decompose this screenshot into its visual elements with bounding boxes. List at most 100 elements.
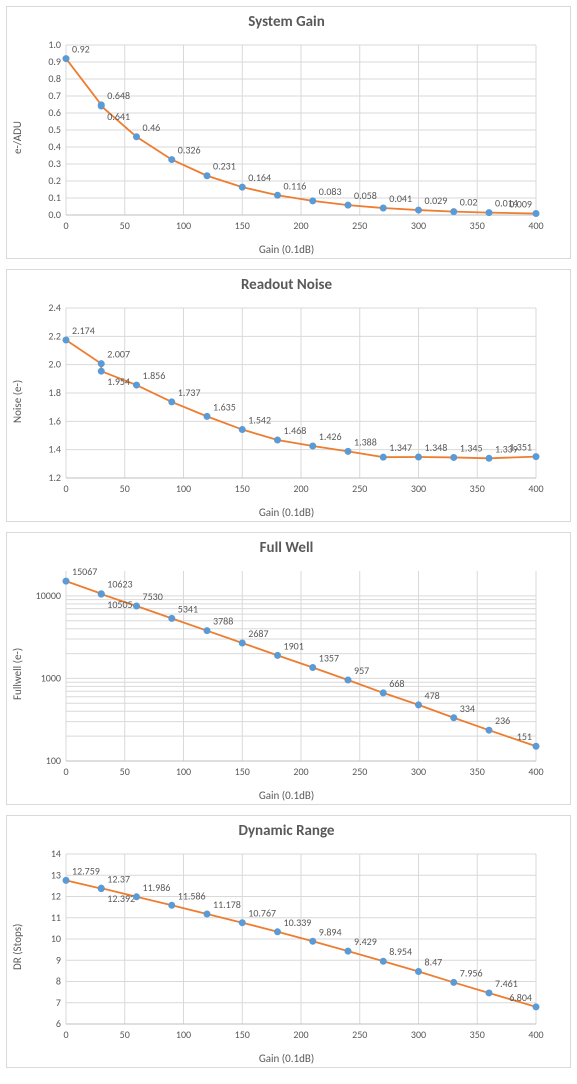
svg-text:0: 0: [63, 1028, 68, 1041]
data-point: [63, 578, 69, 584]
charts-container: System Gaine-/ADU0.00.10.20.30.40.50.60.…: [6, 6, 571, 1068]
data-label: 10505: [107, 598, 132, 611]
data-label: 10623: [107, 578, 132, 591]
svg-text:1.2: 1.2: [48, 471, 61, 484]
data-point: [486, 990, 492, 996]
svg-text:350: 350: [470, 765, 485, 778]
chart-title: Dynamic Range: [9, 822, 564, 840]
svg-text:0: 0: [63, 482, 68, 495]
data-point: [416, 702, 422, 708]
data-point: [275, 437, 281, 443]
data-point: [380, 690, 386, 696]
svg-text:350: 350: [470, 482, 485, 495]
data-label: 1.737: [178, 386, 201, 399]
svg-text:100: 100: [46, 754, 61, 767]
chart-title: Readout Noise: [9, 276, 564, 294]
data-point: [416, 207, 422, 213]
svg-text:0.2: 0.2: [48, 174, 61, 187]
data-label: 12.392: [107, 892, 135, 905]
data-point: [239, 184, 245, 190]
data-point: [204, 911, 210, 917]
svg-text:250: 250: [352, 482, 367, 495]
data-label: 151: [517, 730, 532, 743]
data-point: [310, 938, 316, 944]
data-label: 0.083: [319, 185, 342, 198]
svg-text:1.6: 1.6: [48, 414, 61, 427]
data-point: [275, 929, 281, 935]
data-point: [345, 677, 351, 683]
svg-text:200: 200: [293, 482, 308, 495]
data-label: 9.429: [354, 935, 377, 948]
y-axis-title: DR (Stops): [9, 844, 26, 1050]
data-point: [169, 615, 175, 621]
data-point: [98, 103, 104, 109]
svg-text:300: 300: [411, 219, 426, 232]
data-label: 0.041: [389, 192, 412, 205]
data-point: [204, 173, 210, 179]
data-point: [134, 382, 140, 388]
data-point: [416, 454, 422, 460]
data-label: 0.92: [72, 43, 90, 56]
svg-text:150: 150: [235, 219, 250, 232]
data-label: 2.007: [107, 348, 130, 361]
data-point: [380, 454, 386, 460]
svg-text:50: 50: [120, 765, 130, 778]
data-label: 1.954: [107, 375, 130, 388]
x-axis-title: Gain (0.1dB): [9, 243, 564, 256]
data-label: 1.348: [425, 441, 448, 454]
data-point: [169, 902, 175, 908]
data-label: 668: [389, 677, 404, 690]
data-point: [345, 202, 351, 208]
svg-text:1000: 1000: [41, 671, 61, 684]
svg-text:300: 300: [411, 765, 426, 778]
data-label: 12.37: [107, 873, 130, 886]
svg-text:300: 300: [411, 482, 426, 495]
data-label: 1.345: [460, 441, 483, 454]
svg-text:9: 9: [56, 953, 61, 966]
data-point: [416, 969, 422, 975]
data-label: 11.586: [178, 889, 206, 902]
svg-text:2.2: 2.2: [48, 329, 61, 342]
data-point: [204, 413, 210, 419]
data-point: [239, 427, 245, 433]
svg-text:11: 11: [51, 911, 61, 924]
data-label: 1.426: [319, 430, 342, 443]
y-axis-title: e-/ADU: [9, 35, 26, 241]
data-label: 1.468: [284, 424, 307, 437]
data-point: [239, 640, 245, 646]
data-point: [380, 205, 386, 211]
data-label: 0.641: [107, 110, 130, 123]
data-point: [451, 454, 457, 460]
data-label: 0.02: [460, 196, 478, 209]
chart-dynamic_range: Dynamic RangeDR (Stops)67891011121314050…: [6, 815, 571, 1068]
svg-text:0.1: 0.1: [48, 191, 61, 204]
data-label: 1.635: [213, 400, 236, 413]
svg-text:0.4: 0.4: [48, 140, 61, 153]
data-point: [204, 628, 210, 634]
svg-text:0.5: 0.5: [48, 123, 61, 136]
data-label: 12.759: [72, 864, 100, 877]
data-label: 6.804: [509, 991, 532, 1004]
data-point: [275, 192, 281, 198]
svg-text:150: 150: [235, 1028, 250, 1041]
data-point: [533, 210, 539, 216]
data-label: 0.326: [178, 144, 201, 157]
data-point: [310, 664, 316, 670]
plot-area: 6789101112131405010015020025030035040012…: [26, 844, 546, 1050]
plot-area: 0.00.10.20.30.40.50.60.70.80.91.00501001…: [26, 35, 546, 241]
data-label: 0.164: [248, 171, 271, 184]
chart-system_gain: System Gaine-/ADU0.00.10.20.30.40.50.60.…: [6, 6, 571, 259]
data-point: [486, 455, 492, 461]
svg-text:50: 50: [120, 482, 130, 495]
data-point: [98, 885, 104, 891]
svg-text:250: 250: [352, 1028, 367, 1041]
data-point: [98, 591, 104, 597]
data-label: 0.231: [213, 160, 236, 173]
data-point: [134, 894, 140, 900]
svg-text:10: 10: [51, 932, 61, 945]
data-label: 7.956: [460, 966, 483, 979]
data-point: [134, 134, 140, 140]
svg-text:0.3: 0.3: [48, 157, 61, 170]
svg-text:10000: 10000: [36, 589, 61, 602]
svg-text:13: 13: [51, 868, 61, 881]
